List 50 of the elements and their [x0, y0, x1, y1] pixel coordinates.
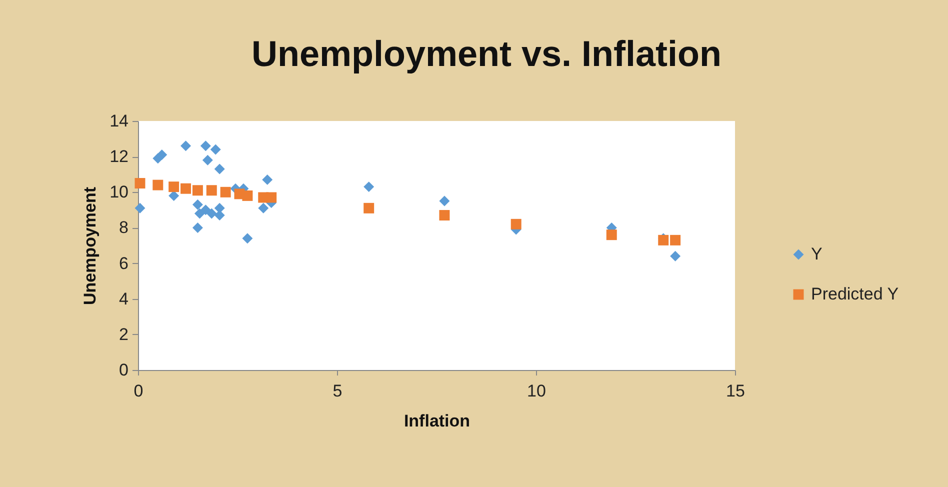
point [134, 202, 146, 214]
point [200, 140, 211, 152]
x-tick-label: 15 [726, 382, 745, 400]
point [439, 210, 450, 221]
point [670, 250, 681, 262]
point [152, 180, 164, 190]
point [364, 182, 374, 192]
point [192, 222, 203, 233]
y-tick-label: 8 [119, 218, 128, 238]
point [206, 185, 217, 196]
point [192, 199, 203, 210]
legend-label: Predicted Y [811, 284, 899, 304]
x-tick-label: 0 [134, 382, 144, 400]
point [214, 202, 225, 214]
x-tick-label: 10 [527, 382, 546, 400]
chart-title: Unemployment vs. Inflation [251, 33, 722, 74]
point [206, 208, 217, 219]
point [266, 192, 277, 203]
point [156, 150, 168, 160]
point [262, 174, 273, 185]
point [180, 140, 192, 152]
point [202, 154, 213, 166]
point [364, 202, 374, 214]
point [258, 202, 269, 214]
point [134, 178, 146, 188]
y-axis-title: Unempoyment [80, 186, 100, 306]
point [670, 234, 681, 246]
point [210, 144, 221, 155]
point [220, 186, 231, 198]
point [606, 230, 617, 240]
y-tick-label: 14 [110, 112, 128, 130]
legend-label: Y [811, 244, 822, 264]
y-tick-label: 6 [119, 254, 128, 273]
point [510, 218, 522, 230]
point [439, 196, 450, 206]
y-tick-label: 10 [110, 182, 128, 202]
y-tick-label: 0 [119, 360, 128, 380]
point [192, 185, 203, 196]
point [242, 233, 253, 244]
x-tick-label: 5 [332, 382, 342, 400]
point [168, 182, 180, 192]
point [180, 183, 192, 194]
x-axis-title: Inflation [404, 412, 470, 430]
point [242, 190, 253, 201]
point [214, 210, 225, 221]
point [214, 164, 225, 174]
y-tick-label: 2 [119, 324, 128, 344]
y-tick-label: 4 [119, 289, 128, 308]
y-tick-label: 12 [110, 147, 128, 166]
point [200, 204, 211, 216]
